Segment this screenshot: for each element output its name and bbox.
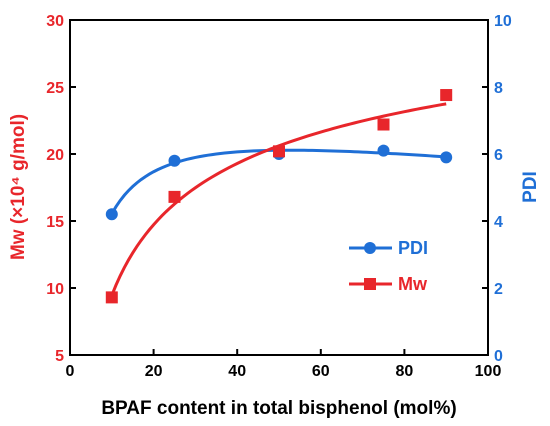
y-right-tick-label-4: 8 (494, 80, 503, 97)
y-left-axis-label: Mw (×10⁴ g/mol) (8, 114, 29, 260)
x-tick-label-4: 80 (396, 363, 414, 380)
tick-marks (69, 19, 489, 356)
plot-frame (69, 19, 489, 356)
legend-mw-label: Mw (398, 274, 428, 294)
y-right-axis-label: PDI (520, 171, 541, 203)
data-markers (105, 89, 453, 304)
point-mw-3 (377, 118, 390, 131)
y-right-tick-label-0: 0 (494, 348, 503, 365)
y-left-tick-label-4: 25 (46, 80, 64, 97)
y-left-tick-label-0: 5 (55, 348, 64, 365)
point-pdi-1 (168, 154, 181, 167)
y-left-tick-label-3: 20 (46, 147, 64, 164)
curve-mw (110, 102, 447, 296)
x-tick-label-2: 40 (228, 363, 246, 380)
y-right-tick-label-2: 4 (494, 214, 503, 231)
fit-curves (110, 102, 447, 296)
legend: PDI Mw (349, 238, 428, 294)
point-mw-1 (168, 190, 181, 203)
x-axis-label: BPAF content in total bisphenol (mol%) (101, 398, 456, 419)
y-left-tick-label-1: 10 (46, 281, 64, 298)
legend-pdi-marker (364, 242, 376, 254)
legend-mw-marker (364, 278, 376, 290)
y-right-tick-label-1: 2 (494, 281, 503, 298)
point-mw-4 (440, 89, 453, 102)
point-mw-2 (273, 145, 285, 158)
y-left-tick-label-5: 30 (46, 13, 64, 30)
tick-labels: 0 20 40 60 80 100 5 10 15 20 25 30 0 2 4 6 8 10 (46, 13, 512, 380)
point-pdi-0 (105, 208, 118, 221)
point-mw-0 (105, 291, 118, 304)
x-tick-label-0: 0 (66, 363, 75, 380)
point-pdi-4 (440, 151, 453, 164)
x-tick-label-1: 20 (145, 363, 163, 380)
point-pdi-3 (377, 144, 390, 157)
y-right-tick-label-5: 10 (494, 13, 512, 30)
x-tick-label-5: 100 (475, 363, 502, 380)
y-left-tick-label-2: 15 (46, 214, 64, 231)
y-right-tick-label-3: 6 (494, 147, 503, 164)
legend-pdi-label: PDI (398, 238, 428, 258)
x-tick-label-3: 60 (312, 363, 330, 380)
